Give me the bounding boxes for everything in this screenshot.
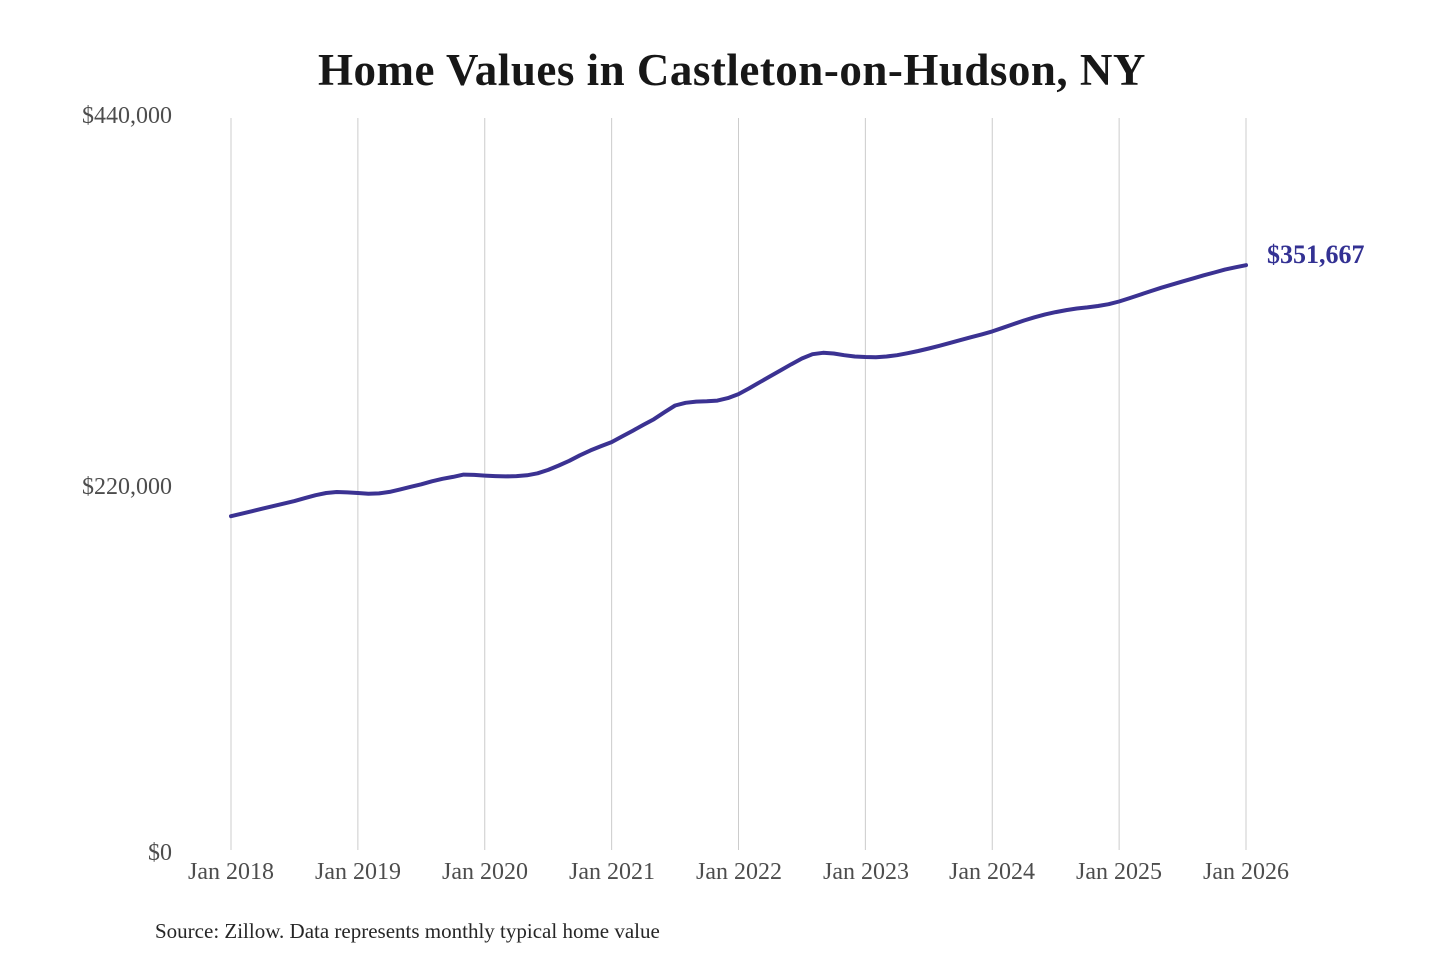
x-tick-label-jan-2025: Jan 2025 [1076,859,1162,885]
source-note: Source: Zillow. Data represents monthly … [155,919,660,943]
x-tick-label-jan-2018: Jan 2018 [188,859,274,885]
home-value-line [229,263,1248,519]
x-tick-label-jan-2024: Jan 2024 [949,859,1035,885]
y-tick-label-440000: $440,000 [82,103,172,129]
x-tick-label-jan-2023: Jan 2023 [823,859,909,885]
x-tick-label-jan-2026: Jan 2026 [1203,859,1289,885]
chart-title: Home Values in Castleton-on-Hudson, NY [318,45,1146,95]
gridlines [230,118,1247,850]
x-tick-label-jan-2020: Jan 2020 [442,859,528,885]
current-value-label: $351,667 [1267,240,1365,269]
x-tick-label-jan-2019: Jan 2019 [315,859,401,885]
x-tick-label-jan-2022: Jan 2022 [696,859,782,885]
y-tick-label-0: $0 [148,840,172,866]
x-tick-label-jan-2021: Jan 2021 [569,859,655,885]
y-tick-label-220000: $220,000 [82,474,172,500]
